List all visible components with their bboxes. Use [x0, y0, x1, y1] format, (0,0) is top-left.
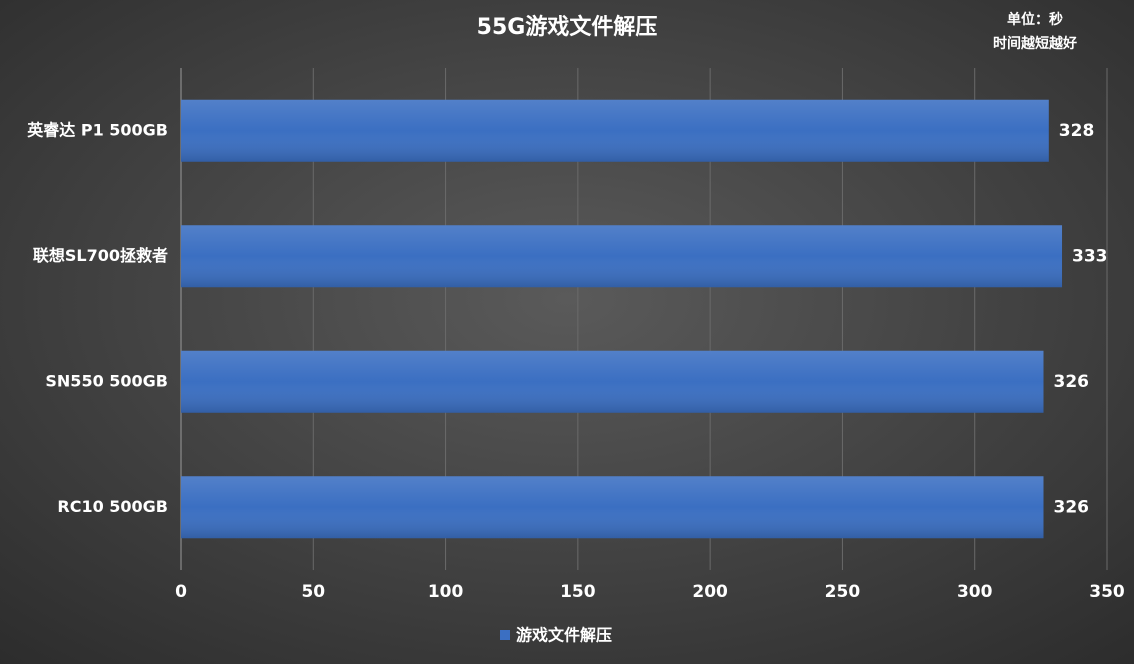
bar-shade — [181, 225, 1063, 288]
y-tick-label: SN550 500GB — [45, 371, 168, 390]
value-label: 328 — [1059, 121, 1095, 141]
bar-shade — [181, 350, 1044, 413]
plot-area: 0 50 100 150 200 250 300 350 英睿达 P1 500GB 328 联想SL… — [26, 68, 1125, 602]
y-tick-label: 联想SL700拯救者 — [33, 246, 168, 265]
value-label: 326 — [1054, 497, 1090, 517]
x-tick-label: 250 — [825, 582, 861, 602]
legend-label: 游戏文件解压 — [516, 626, 612, 645]
annotation: 单位：秒 — [1007, 11, 1063, 28]
chart-title: 55G游戏文件解压 — [477, 14, 658, 40]
x-tick-label: 350 — [1089, 582, 1125, 602]
x-tick-label: 100 — [428, 582, 464, 602]
x-tick-label: 0 — [175, 582, 187, 602]
x-tick-label: 150 — [560, 582, 596, 602]
value-label: 333 — [1072, 246, 1108, 266]
bar-shade — [181, 476, 1044, 539]
y-tick-label: RC10 500GB — [57, 497, 168, 516]
value-label: 326 — [1054, 372, 1090, 392]
x-tick-label: 50 — [301, 582, 325, 602]
x-tick-label: 300 — [957, 582, 993, 602]
bar-shade — [181, 99, 1049, 162]
annotation: 时间越短越好 — [993, 35, 1077, 52]
legend-swatch — [500, 630, 510, 640]
x-tick-label: 200 — [692, 582, 728, 602]
y-tick-label: 英睿达 P1 500GB — [26, 120, 168, 139]
